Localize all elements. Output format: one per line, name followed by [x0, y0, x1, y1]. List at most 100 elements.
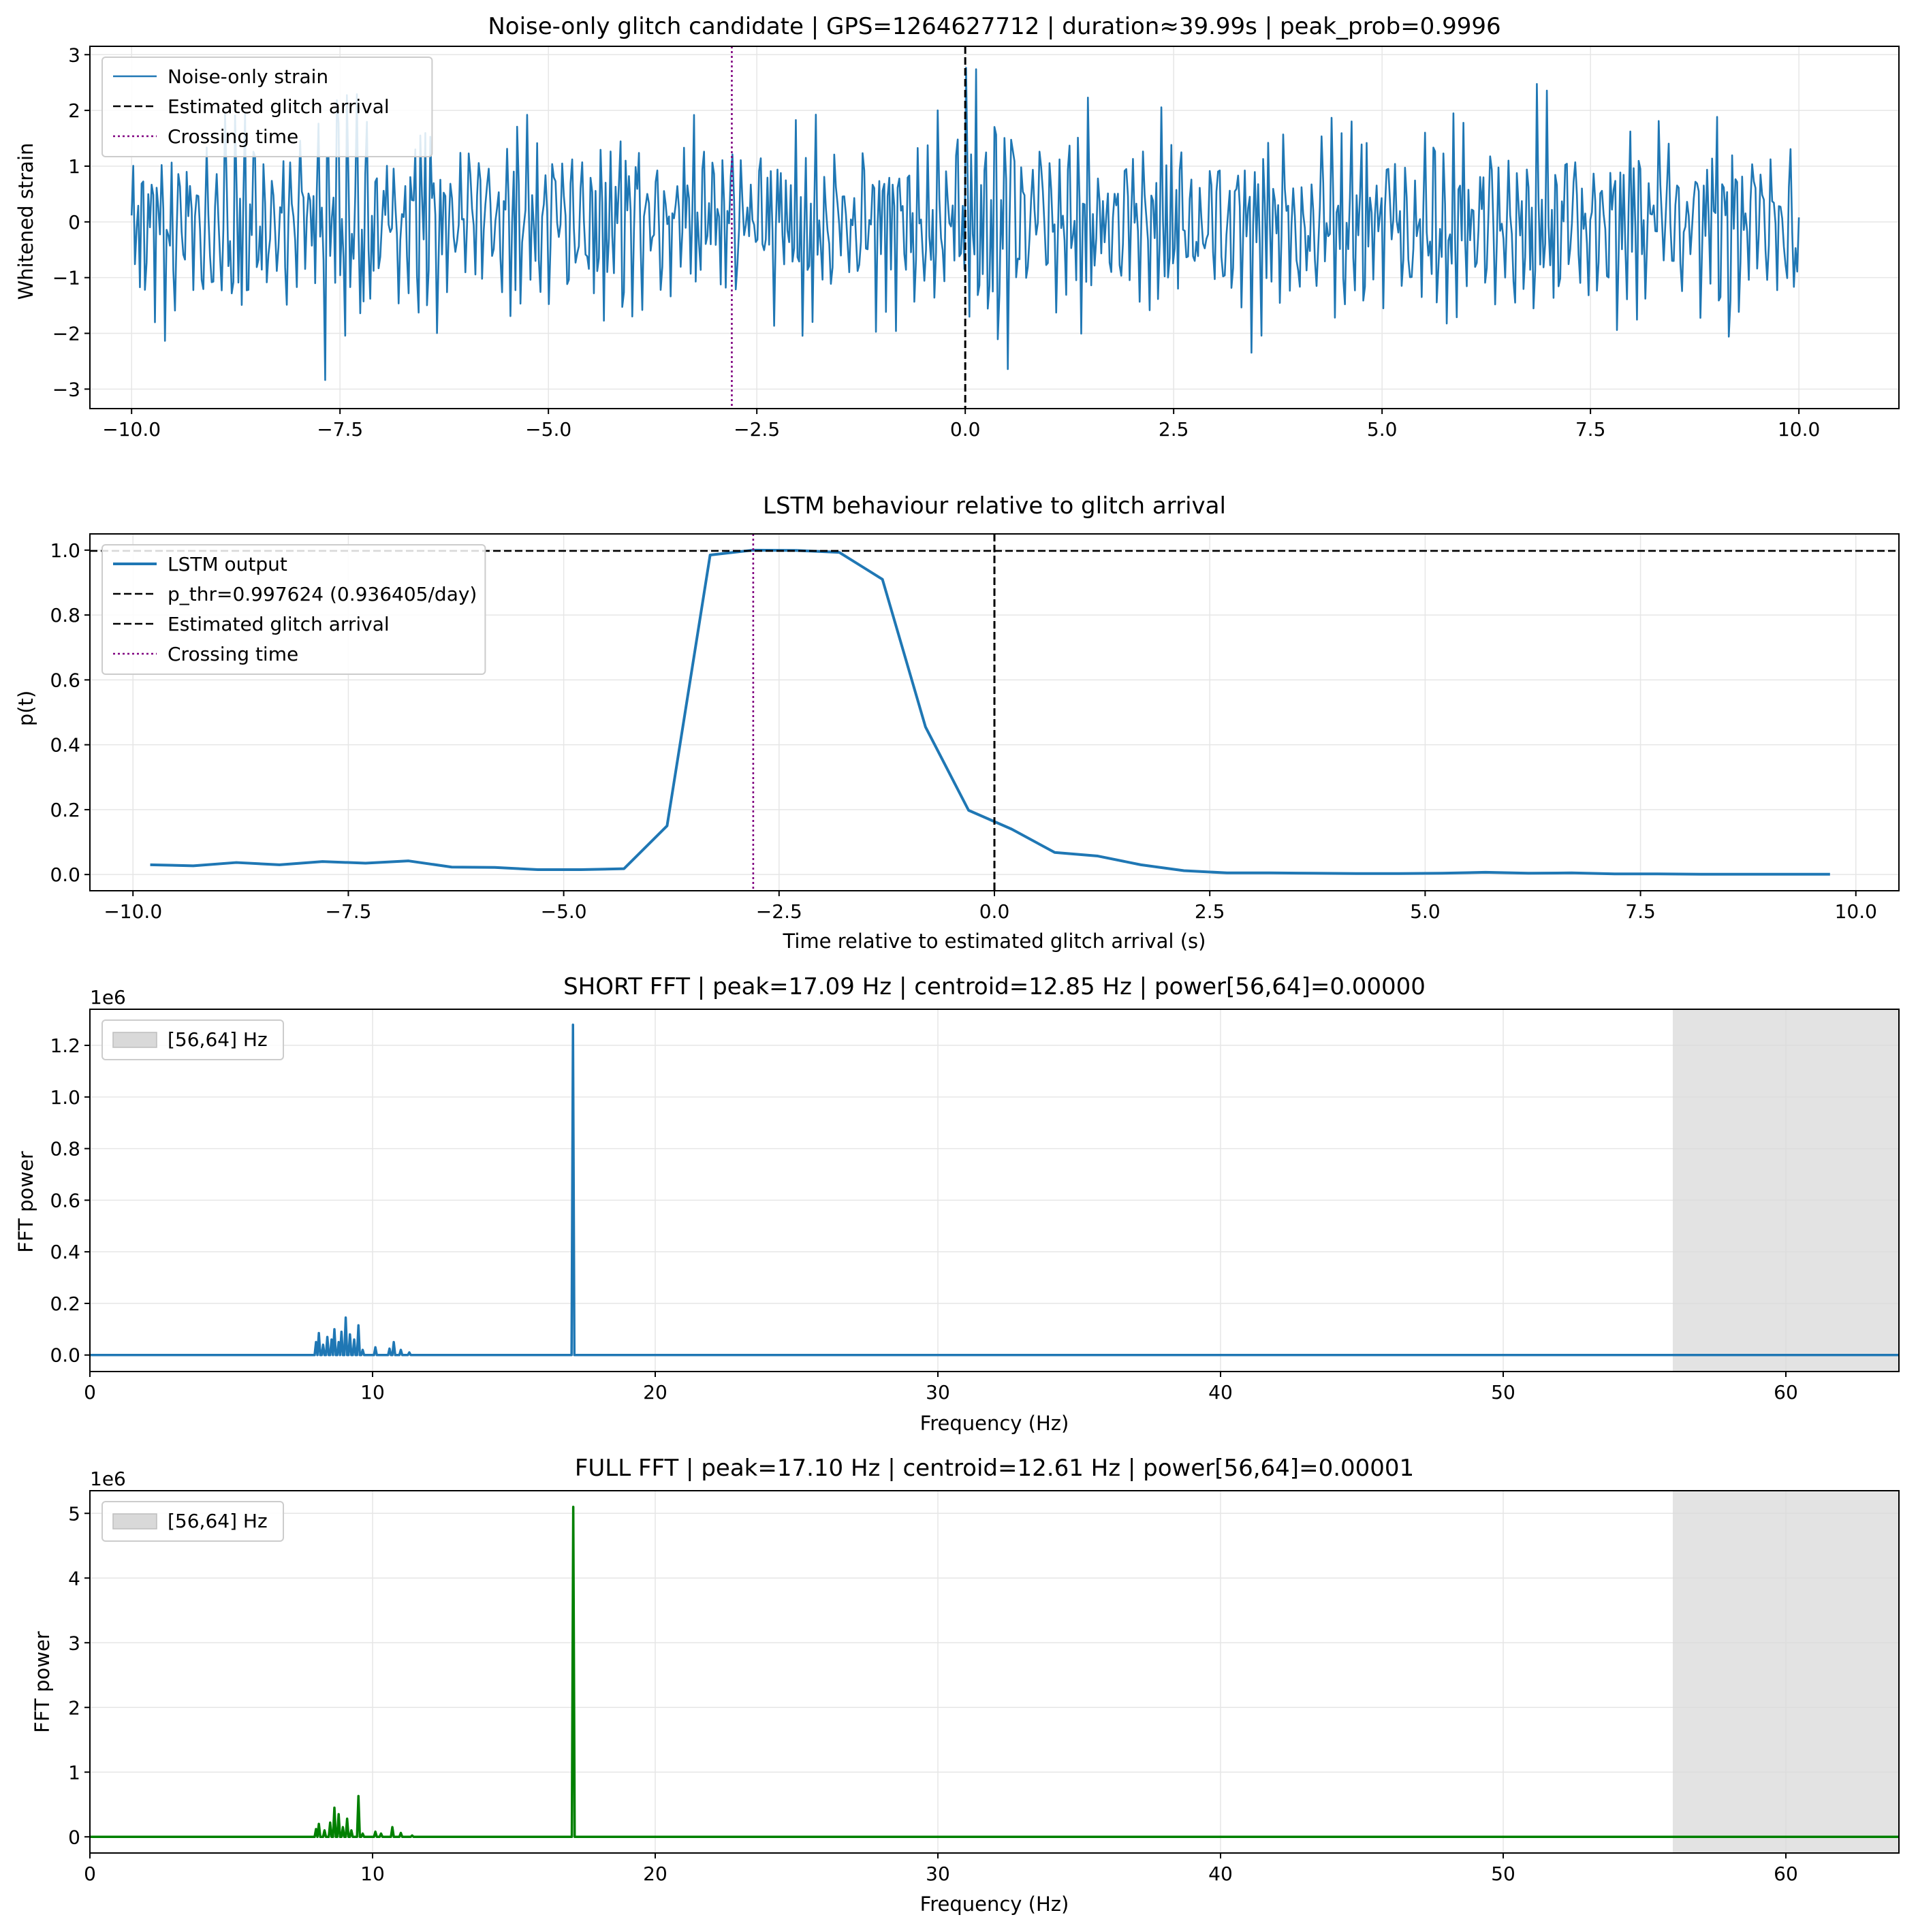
x-tick-label: −7.5	[325, 900, 371, 923]
x-tick-label: 60	[1774, 1863, 1798, 1885]
y-tick-label: 0.2	[50, 799, 80, 821]
short-fft-axes-frame	[89, 1009, 1900, 1372]
y-tick-label: 0	[68, 211, 80, 234]
y-tick-label: 2	[68, 99, 80, 122]
short-fft-legend: [56,64] Hz	[101, 1019, 284, 1060]
x-tick-label: 20	[643, 1863, 667, 1885]
strain-legend: Noise-only strain Estimated glitch arriv…	[101, 57, 433, 157]
full-fft-legend-box	[101, 1501, 284, 1542]
y-tick-label: 1	[68, 155, 80, 178]
y-tick-label: 1.0	[50, 1086, 80, 1109]
lstm-legend: LSTM output p_thr=0.997624 (0.936405/day…	[101, 544, 486, 675]
y-tick-label: 0.4	[50, 1241, 80, 1263]
legend-band-swatch	[112, 1513, 157, 1530]
x-tick-label: 7.5	[1625, 900, 1656, 923]
y-tick-label: −1	[52, 267, 80, 289]
lstm-ylabel: p(t)	[14, 691, 37, 726]
y-tick-label: 0.6	[50, 669, 80, 691]
y-tick-label: 1.2	[50, 1034, 80, 1057]
full-fft-title: FULL FFT | peak=17.10 Hz | centroid=12.6…	[575, 1455, 1414, 1482]
x-tick-label: 60	[1774, 1381, 1798, 1404]
short-fft-legend-box	[101, 1019, 284, 1060]
x-tick-label: 40	[1208, 1381, 1233, 1404]
full-fft-xlabel: Frequency (Hz)	[920, 1893, 1069, 1916]
lstm-plot	[150, 548, 1830, 876]
x-tick-label: 7.5	[1575, 418, 1606, 441]
x-tick-label: −2.5	[734, 418, 780, 441]
full-fft-spectrum-line	[90, 1506, 1899, 1838]
y-tick-label: 0	[68, 1826, 80, 1848]
x-tick-label: 5.0	[1410, 900, 1441, 923]
short-fft-offset-text: 1e6	[90, 986, 126, 1009]
x-tick-label: 20	[643, 1381, 667, 1404]
strain-reference-lines	[731, 46, 966, 409]
full-fft-panel: FULL FFT | peak=17.10 Hz | centroid=12.6…	[31, 1455, 1900, 1916]
legend-crossing-label: Crossing time	[168, 643, 298, 665]
legend-band-swatch	[112, 1032, 157, 1048]
short-fft-plot	[90, 1023, 1899, 1357]
y-tick-label: 0.0	[50, 1344, 80, 1367]
y-tick-label: 4	[68, 1567, 80, 1589]
full-fft-axes-frame	[89, 1490, 1900, 1854]
legend-noise-strain-label: Noise-only strain	[168, 65, 328, 88]
full-fft-offset-text: 1e6	[90, 1468, 126, 1490]
x-tick-label: 50	[1491, 1863, 1515, 1885]
x-tick-label: 5.0	[1367, 418, 1398, 441]
x-tick-label: 50	[1491, 1381, 1515, 1404]
full-fft-plot	[90, 1506, 1899, 1838]
y-tick-label: 1.0	[50, 539, 80, 562]
y-tick-label: −2	[52, 323, 80, 345]
y-tick-label: 0.0	[50, 864, 80, 886]
x-tick-label: 10	[360, 1863, 385, 1885]
y-tick-label: 3	[68, 44, 80, 66]
lstm-ticks: −10.0 −7.5 −5.0 −2.5 0.0 2.5 5.0 7.5 10.0 0.0 0.2 0…	[50, 539, 1876, 923]
x-tick-label: −7.5	[317, 418, 363, 441]
y-tick-label: 0.4	[50, 734, 80, 757]
strain-legend-box	[101, 57, 433, 157]
legend-band-label: [56,64] Hz	[168, 1028, 268, 1051]
short-fft-xlabel: Frequency (Hz)	[920, 1412, 1069, 1435]
x-tick-label: 0	[84, 1381, 96, 1404]
strain-panel: Noise-only glitch candidate | GPS=126462…	[14, 13, 1900, 441]
full-fft-band-layer	[1673, 1491, 1899, 1853]
x-tick-label: 2.5	[1195, 900, 1225, 923]
x-tick-label: 0.0	[979, 900, 1010, 923]
full-fft-legend: [56,64] Hz	[101, 1501, 284, 1542]
band-56-64-hz	[1673, 1009, 1899, 1372]
x-tick-label: −2.5	[756, 900, 802, 923]
x-tick-label: 10.0	[1778, 418, 1820, 441]
x-tick-label: −10.0	[102, 418, 161, 441]
y-tick-label: 0.6	[50, 1189, 80, 1212]
short-fft-spectrum-line	[90, 1023, 1899, 1357]
x-tick-label: 30	[926, 1863, 950, 1885]
short-fft-ticks: 0 10 20 30 40 50 60 0.0 0.2 0.4 0.6 0.8 1.0 1.2	[50, 1034, 1797, 1404]
legend-crossing-label: Crossing time	[168, 125, 298, 148]
y-tick-label: 1	[68, 1761, 80, 1784]
legend-arrival-label: Estimated glitch arrival	[168, 95, 390, 118]
y-tick-label: −3	[52, 378, 80, 400]
strain-title: Noise-only glitch candidate | GPS=126462…	[488, 13, 1500, 40]
full-fft-ticks: 0 10 20 30 40 50 60 0 1 2 3 4 5	[68, 1502, 1798, 1885]
x-tick-label: −5.0	[525, 418, 571, 441]
y-tick-label: 3	[68, 1632, 80, 1654]
strain-ticks: −10.0 −7.5 −5.0 −2.5 0.0 2.5 5.0 7.5 10.0 −3 −2 −1 0…	[52, 44, 1821, 441]
y-tick-label: 0.8	[50, 604, 80, 627]
y-tick-label: 0.8	[50, 1138, 80, 1160]
short-fft-title: SHORT FFT | peak=17.09 Hz | centroid=12.…	[563, 973, 1426, 1000]
x-tick-label: 30	[926, 1381, 950, 1404]
lstm-output-line	[150, 548, 1830, 876]
strain-ylabel: Whitened strain	[14, 143, 37, 300]
lstm-title: LSTM behaviour relative to glitch arriva…	[763, 492, 1226, 520]
band-56-64-hz	[1673, 1491, 1899, 1853]
x-tick-label: 10	[360, 1381, 385, 1404]
x-tick-label: 2.5	[1159, 418, 1189, 441]
lstm-xlabel: Time relative to estimated glitch arriva…	[783, 930, 1206, 953]
x-tick-label: 10.0	[1835, 900, 1877, 923]
lstm-legend-box	[101, 544, 486, 675]
legend-lstm-output-label: LSTM output	[168, 553, 287, 575]
legend-band-label: [56,64] Hz	[168, 1510, 268, 1532]
legend-threshold-label: p_thr=0.997624 (0.936405/day)	[168, 583, 477, 605]
x-tick-label: 0.0	[950, 418, 981, 441]
